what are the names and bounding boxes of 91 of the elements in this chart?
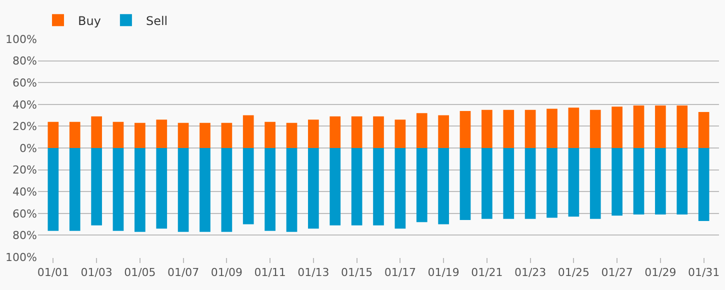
bar bbox=[178, 122, 189, 148]
bar bbox=[394, 148, 406, 229]
bar bbox=[242, 115, 254, 148]
bar bbox=[633, 105, 644, 148]
y-tick-label: 20% bbox=[12, 120, 37, 134]
bar bbox=[242, 148, 254, 224]
bar bbox=[264, 122, 276, 148]
y-tick-label: 100% bbox=[6, 250, 37, 264]
x-tick-label: 01/15 bbox=[340, 266, 373, 280]
y-tick-label: 0% bbox=[20, 142, 37, 155]
bar bbox=[524, 148, 536, 219]
bar bbox=[200, 148, 210, 232]
y-tick-label: 60% bbox=[12, 207, 37, 220]
bar bbox=[676, 105, 688, 148]
bar bbox=[546, 148, 558, 218]
bar bbox=[134, 122, 146, 148]
bar bbox=[351, 116, 362, 148]
x-tick-label: 01/25 bbox=[558, 266, 590, 280]
bar bbox=[416, 148, 428, 222]
x-tick-label: 01/29 bbox=[644, 266, 676, 280]
bar bbox=[676, 148, 688, 214]
bar bbox=[48, 122, 59, 148]
bar bbox=[112, 122, 124, 148]
bar bbox=[416, 113, 428, 148]
x-tick-label: 01/21 bbox=[471, 266, 503, 280]
bar bbox=[655, 148, 666, 214]
bar bbox=[48, 148, 59, 231]
legend-label: Buy bbox=[78, 14, 101, 28]
bar bbox=[546, 108, 558, 148]
y-tick-label: 80% bbox=[12, 229, 37, 242]
y-tick-label: 80% bbox=[12, 54, 37, 68]
bar bbox=[351, 148, 362, 226]
bar bbox=[308, 120, 319, 148]
bar bbox=[373, 116, 384, 148]
x-tick-label: 01/27 bbox=[601, 266, 633, 280]
bar bbox=[460, 148, 471, 220]
bar bbox=[394, 120, 406, 148]
bar bbox=[482, 110, 492, 148]
bar bbox=[134, 148, 146, 232]
bar bbox=[156, 120, 168, 148]
bar bbox=[308, 148, 319, 229]
y-tick-label: 100% bbox=[6, 32, 37, 46]
x-tick-label: 01/03 bbox=[80, 266, 112, 280]
bar bbox=[69, 122, 80, 148]
bar bbox=[330, 116, 341, 148]
bar bbox=[460, 110, 471, 148]
bar bbox=[264, 148, 276, 231]
x-tick-label: 01/13 bbox=[298, 266, 330, 280]
bar bbox=[612, 106, 622, 148]
bar bbox=[178, 148, 189, 232]
bar bbox=[200, 122, 210, 148]
y-tick-label: 60% bbox=[12, 76, 37, 90]
bar bbox=[373, 148, 384, 226]
x-tick-label: 01/07 bbox=[167, 266, 200, 280]
bar bbox=[590, 148, 601, 219]
bar bbox=[286, 122, 298, 148]
y-tick-label: 40% bbox=[12, 98, 37, 112]
bar bbox=[286, 148, 298, 232]
bar bbox=[482, 148, 492, 219]
bar bbox=[568, 108, 580, 148]
bar bbox=[69, 148, 80, 231]
bar bbox=[524, 110, 536, 148]
bar bbox=[221, 148, 232, 232]
x-tick-label: 01/05 bbox=[124, 266, 156, 280]
bar bbox=[698, 112, 710, 148]
legend-label: Sell bbox=[146, 14, 168, 28]
bar bbox=[633, 148, 644, 214]
bar bbox=[655, 105, 666, 148]
y-tick-label: 20% bbox=[12, 164, 37, 177]
x-tick-label: 01/31 bbox=[688, 266, 720, 280]
bar bbox=[156, 148, 168, 229]
bar bbox=[91, 116, 102, 148]
bar bbox=[568, 148, 580, 217]
bar bbox=[91, 148, 102, 226]
y-tick-label: 40% bbox=[12, 185, 37, 198]
x-tick-label: 01/17 bbox=[384, 266, 416, 280]
bar bbox=[503, 148, 514, 219]
x-tick-label: 01/01 bbox=[37, 266, 70, 280]
bar bbox=[438, 115, 449, 148]
x-tick-label: 01/09 bbox=[210, 266, 243, 280]
x-tick-label: 01/23 bbox=[514, 266, 546, 280]
bar bbox=[330, 148, 341, 226]
bar bbox=[221, 122, 232, 148]
bar bbox=[503, 110, 514, 148]
bar bbox=[590, 110, 601, 148]
bar bbox=[698, 148, 710, 222]
bar bbox=[612, 148, 622, 216]
x-tick-label: 01/19 bbox=[428, 266, 460, 280]
bar bbox=[112, 148, 124, 231]
bar bbox=[438, 148, 449, 224]
x-tick-label: 01/11 bbox=[254, 266, 286, 280]
